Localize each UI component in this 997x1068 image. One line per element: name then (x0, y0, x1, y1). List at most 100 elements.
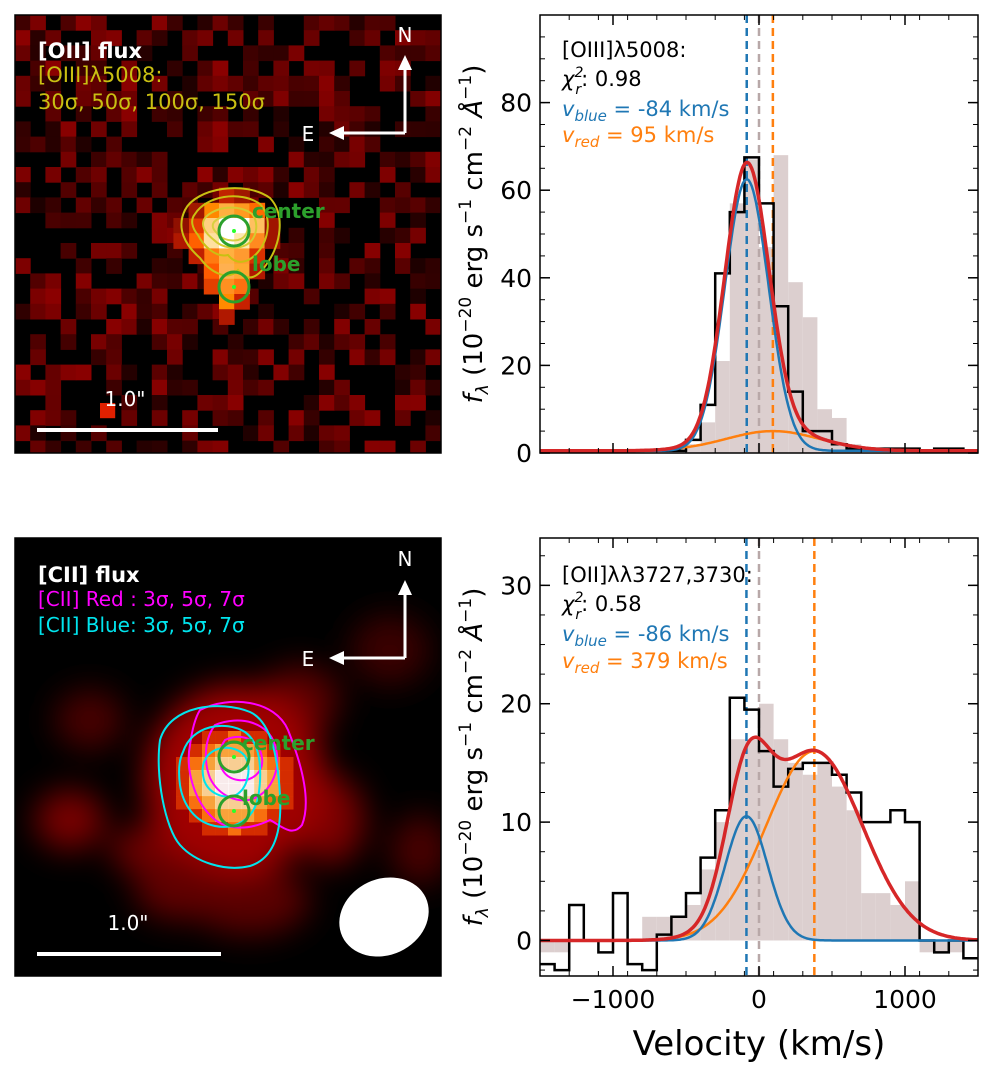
noise-pixel (91, 425, 107, 442)
noise-pixel (136, 273, 153, 290)
noise-pixel (349, 410, 366, 426)
noise-pixel (75, 303, 92, 320)
source-pixel (215, 770, 229, 784)
noise-pixel (288, 334, 305, 350)
noise-pixel (30, 349, 46, 366)
source-pixel (267, 796, 281, 810)
model-hist-bar (686, 444, 701, 453)
top-v-red: vred = 95 km/s (562, 123, 714, 151)
noise-pixel (75, 15, 92, 31)
noise-pixel (227, 410, 244, 426)
noise-pixel (410, 197, 426, 214)
noise-pixel (75, 258, 92, 274)
noise-pixel (334, 15, 350, 31)
noise-pixel (91, 243, 107, 259)
noise-pixel (379, 151, 396, 168)
noise-pixel (319, 227, 335, 244)
source-pixel (267, 783, 281, 797)
top-compass-n-label: N (398, 23, 413, 47)
noise-pixel (258, 410, 274, 426)
noise-pixel (288, 243, 305, 259)
noise-pixel (395, 410, 411, 426)
noise-pixel (334, 440, 350, 453)
noise-pixel (410, 440, 426, 453)
observed-spectrum (540, 696, 978, 972)
noise-pixel (334, 91, 350, 107)
noise-pixel (273, 258, 290, 274)
noise-pixel (15, 364, 31, 381)
top-spectrum-annotations: [OIII]λ5008: χ2 r: 0.98 vblue = -84 km/s … (561, 38, 729, 151)
noise-pixel (395, 395, 411, 411)
top-scalebar-label: 1.0" (104, 387, 145, 411)
model-hist-bar (744, 159, 759, 453)
noise-pixel (45, 410, 62, 426)
noise-pixel (243, 91, 259, 107)
noise-pixel (75, 288, 92, 305)
source-pixel (228, 757, 242, 771)
noise-pixel (243, 319, 259, 335)
noise-pixel (167, 273, 183, 290)
noise-pixel (410, 258, 426, 274)
noise-pixel (121, 243, 138, 259)
noise-pixel (136, 151, 153, 168)
noise-pixel (75, 136, 92, 153)
noise-pixel (45, 288, 62, 305)
noise-pixel (91, 349, 107, 366)
lobe-aperture-circle (217, 270, 251, 304)
source-pixel (254, 809, 268, 823)
oiii-contour-100sigma (202, 206, 258, 249)
noise-pixel (197, 60, 214, 77)
noise-pixel (45, 75, 62, 92)
noise-pixel (151, 151, 168, 168)
noise-pixel (258, 319, 274, 335)
noise-pixel (60, 121, 77, 138)
model-hist-bar (773, 155, 789, 453)
noise-pixel (349, 395, 366, 411)
noise-pixel (243, 167, 259, 183)
noise-pixel (364, 319, 381, 335)
noise-pixel (410, 303, 426, 320)
noise-pixel (45, 364, 62, 381)
lobe-dot (232, 285, 236, 289)
noise-pixel (45, 379, 62, 396)
noise-pixel (334, 75, 350, 92)
noise-pixel (303, 15, 320, 31)
noise-pixel (425, 30, 441, 46)
noise-pixel (60, 136, 77, 153)
noise-pixel (395, 182, 411, 198)
noise-pixel (243, 349, 259, 366)
noise-pixel (45, 440, 62, 453)
model-hist-bar (861, 893, 876, 941)
noise-pixel (319, 364, 335, 381)
noise-pixel (106, 197, 122, 214)
noise-pixel (106, 288, 122, 305)
noise-pixel (182, 30, 198, 46)
bottom-compass: N E (302, 547, 413, 671)
noise-pixel (425, 349, 441, 366)
noise-pixel (349, 136, 366, 153)
noise-pixel (121, 319, 138, 335)
noise-pixel (106, 364, 122, 381)
top-contour-levels: 30σ, 50σ, 100σ, 150σ (38, 90, 265, 114)
noise-pixel (349, 303, 366, 320)
source-pixel (219, 187, 235, 204)
source-pixel (280, 757, 294, 771)
noise-pixel (425, 91, 441, 107)
noise-pixel (91, 288, 107, 305)
noise-pixel (227, 334, 244, 350)
source-pixel (203, 218, 220, 234)
top-marker-lobe-label: lobe (252, 252, 300, 276)
noise-pixel (364, 288, 381, 305)
noise-pixel (45, 167, 62, 183)
noise-pixel (75, 197, 92, 214)
cii-red-contour-5sigma (204, 719, 279, 802)
source-pixel (203, 278, 220, 295)
noise-pixel (136, 303, 153, 320)
noise-pixel (288, 349, 305, 366)
noise-pixel (410, 91, 426, 107)
model-hist-bar (715, 361, 730, 453)
noise-pixel (258, 91, 274, 107)
noise-pixel (75, 273, 92, 290)
noise-pixel (243, 121, 259, 138)
noise-pixel (197, 303, 214, 320)
